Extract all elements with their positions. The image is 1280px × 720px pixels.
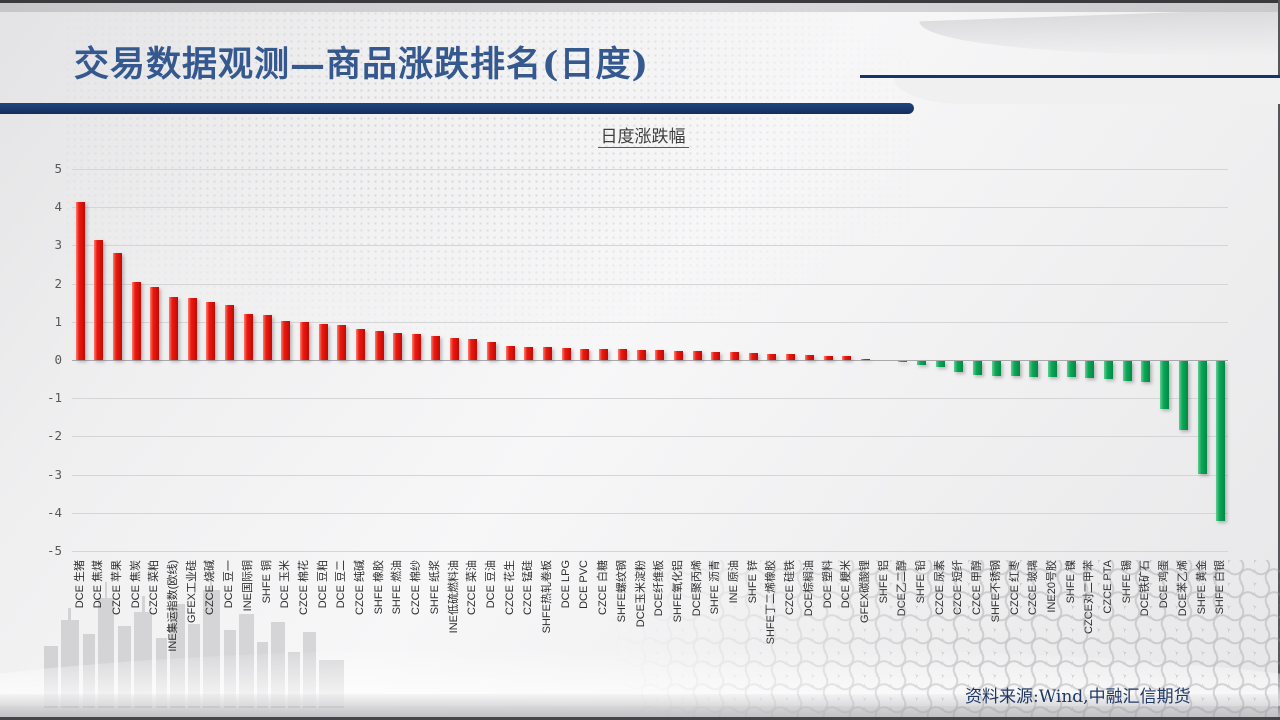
bar-negative xyxy=(954,361,964,372)
title-underline-thin-line xyxy=(860,75,1280,78)
bar-negative xyxy=(1122,361,1132,381)
bar-positive xyxy=(262,314,272,360)
y-axis-tick-label: -1 xyxy=(46,390,62,406)
bar-negative xyxy=(917,361,926,365)
bar-positive xyxy=(505,345,515,360)
y-axis-tick-label: -5 xyxy=(46,543,62,558)
bar-positive xyxy=(486,341,496,360)
top-right-swoosh-decoration xyxy=(919,6,1280,68)
bar-negative xyxy=(991,361,1001,376)
bar-positive xyxy=(617,349,627,360)
bar-positive xyxy=(636,350,646,360)
bar-positive xyxy=(356,329,365,360)
bar-negative xyxy=(973,361,983,375)
chart-title-text: 日度涨跌幅 xyxy=(597,127,689,148)
bar-positive xyxy=(169,297,178,360)
bar-positive xyxy=(804,355,814,360)
bar-positive xyxy=(599,348,609,360)
bottom-gray-band xyxy=(0,694,1280,720)
bar-positive xyxy=(281,321,291,360)
y-axis-tick-label: 3 xyxy=(54,237,62,253)
bar-negative xyxy=(1197,361,1207,474)
top-edge-border xyxy=(0,0,1280,3)
bar-positive xyxy=(150,287,160,360)
bar-positive xyxy=(94,239,104,360)
bar-positive xyxy=(225,304,235,360)
bar-negative xyxy=(898,361,908,362)
right-edge-border xyxy=(1278,0,1280,720)
bar-positive xyxy=(412,334,422,360)
gridline xyxy=(72,512,1228,514)
bar-positive xyxy=(393,332,403,360)
world-map-dots-pattern xyxy=(64,10,914,340)
bar-positive xyxy=(767,353,777,360)
bar-negative xyxy=(935,361,945,367)
title-underline-swoosh xyxy=(894,78,1280,104)
bar-negative xyxy=(1178,361,1188,430)
y-axis-tick-label: -3 xyxy=(46,466,62,482)
gridline xyxy=(72,283,1228,285)
gridline xyxy=(72,360,1228,361)
top-gray-strip xyxy=(0,3,1280,12)
bar-positive xyxy=(730,352,739,360)
bar-positive xyxy=(337,324,347,360)
bar-negative xyxy=(1066,361,1076,378)
bar-positive xyxy=(468,339,478,360)
y-axis-tick-label: 2 xyxy=(54,275,62,291)
bar-positive xyxy=(112,253,122,360)
y-axis-tick-label: 4 xyxy=(54,199,62,215)
gridline xyxy=(72,169,1228,170)
bar-negative xyxy=(1010,361,1020,377)
bar-positive xyxy=(692,351,702,360)
hexagon-pattern xyxy=(500,560,1280,720)
gridline xyxy=(72,321,1228,323)
bar-positive xyxy=(860,359,870,360)
bar-negative xyxy=(1047,361,1057,377)
bar-positive xyxy=(842,356,852,360)
bar-positive xyxy=(561,347,571,360)
bar-positive xyxy=(318,323,328,360)
bar-negative xyxy=(1085,361,1095,379)
chart-title: 日度涨跌幅 xyxy=(443,122,843,148)
bar-positive xyxy=(580,348,590,360)
bar-positive xyxy=(786,354,796,360)
bar-positive xyxy=(543,347,552,360)
bottom-edge-border xyxy=(0,717,1280,720)
bar-negative xyxy=(1160,361,1170,409)
bar-positive xyxy=(655,350,665,360)
bar-positive xyxy=(374,331,384,360)
source-note: 资料来源:Wind,中融汇信期货 xyxy=(965,687,1191,707)
bar-positive xyxy=(430,335,440,360)
y-axis-tick-label: -4 xyxy=(46,504,62,520)
bar-positive xyxy=(823,355,833,360)
bar-positive xyxy=(243,314,253,360)
bar-positive xyxy=(673,350,683,360)
y-axis-tick-label: 1 xyxy=(54,313,62,329)
y-axis-tick-label: -2 xyxy=(46,428,62,444)
bar-positive xyxy=(299,321,309,360)
bar-positive xyxy=(206,301,216,360)
bar-positive xyxy=(187,298,197,360)
bar-positive xyxy=(75,201,85,360)
gridline xyxy=(72,398,1228,400)
gridline xyxy=(72,436,1228,438)
gridline xyxy=(72,207,1228,209)
bar-negative xyxy=(1029,361,1039,377)
title-underline-bar xyxy=(0,103,914,114)
bar-negative xyxy=(1104,361,1113,379)
bar-positive xyxy=(524,347,534,360)
bar-positive xyxy=(449,337,459,360)
page-title: 交易数据观测—商品涨跌排名(日度) xyxy=(74,44,650,85)
bar-negative xyxy=(1141,361,1151,382)
gridline xyxy=(72,474,1228,476)
gridline xyxy=(72,551,1228,552)
y-axis-tick-label: 0 xyxy=(54,352,62,367)
bar-positive xyxy=(131,281,141,360)
bar-positive xyxy=(748,353,758,360)
bar-positive xyxy=(711,352,721,360)
bar-negative xyxy=(1216,361,1226,522)
y-axis-tick-label: 5 xyxy=(54,161,62,176)
gridline xyxy=(72,245,1228,247)
